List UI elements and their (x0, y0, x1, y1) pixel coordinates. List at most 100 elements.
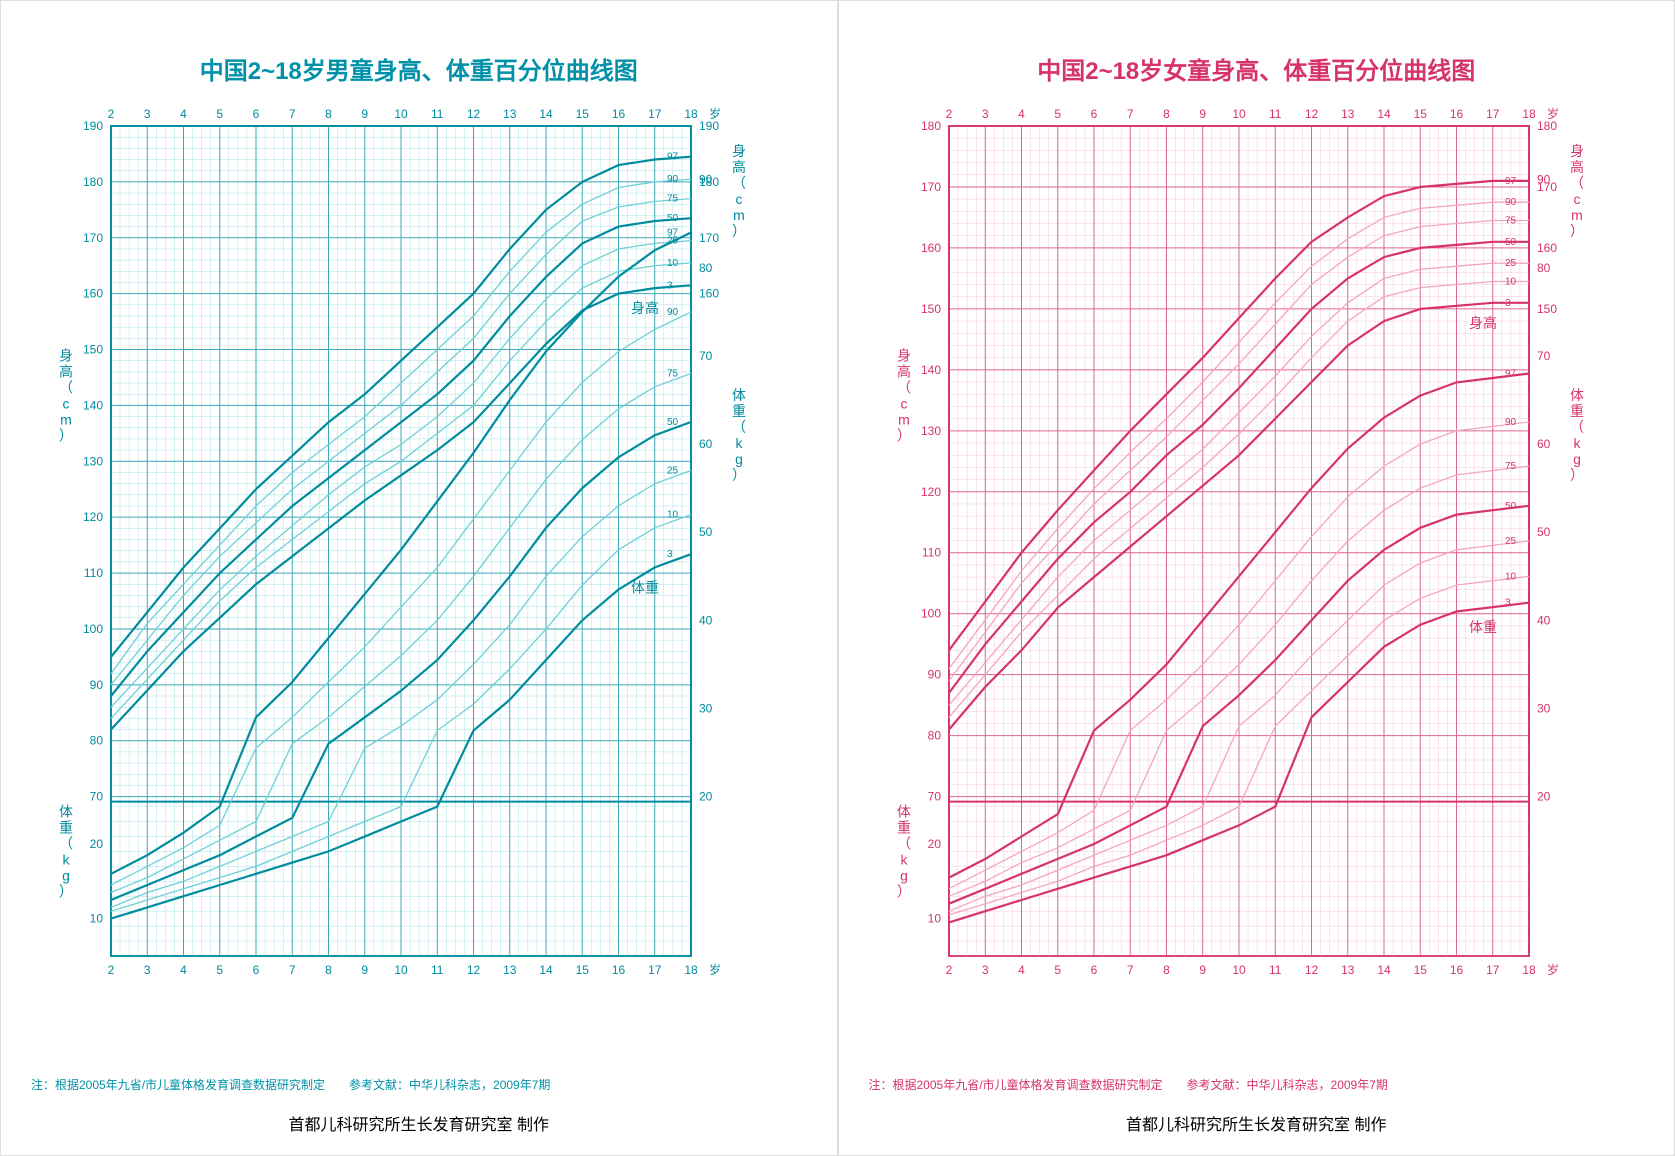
girls-footer: 注：根据2005年九省/市儿童体格发育调查数据研究制定 参考文献：中华儿科杂志，… (869, 1076, 1645, 1093)
svg-text:5: 5 (216, 107, 223, 121)
boys-panel: 中国2~18岁男童身高、体重百分位曲线图 2233445566778899101… (0, 0, 838, 1156)
svg-text:10: 10 (90, 912, 104, 926)
svg-text:7: 7 (289, 107, 296, 121)
svg-text:13: 13 (1341, 107, 1355, 121)
svg-text:k: k (63, 852, 71, 868)
boys-svg: 2233445566778899101011111212131314141515… (31, 96, 791, 1016)
svg-text:50: 50 (699, 525, 713, 539)
svg-text:97: 97 (667, 152, 679, 163)
girls-title: 中国2~18岁女童身高、体重百分位曲线图 (869, 51, 1645, 86)
svg-text:3: 3 (981, 963, 988, 977)
svg-text:身: 身 (1570, 143, 1584, 159)
svg-text:15: 15 (1413, 963, 1427, 977)
svg-text:180: 180 (920, 119, 940, 133)
svg-text:m: m (1571, 207, 1583, 223)
svg-text:身: 身 (897, 348, 911, 364)
svg-text:重: 重 (897, 820, 911, 836)
svg-text:g: g (735, 451, 743, 467)
svg-text:7: 7 (1126, 963, 1133, 977)
svg-text:8: 8 (1163, 963, 1170, 977)
svg-text:4: 4 (180, 107, 187, 121)
svg-text:15: 15 (576, 107, 590, 121)
svg-text:70: 70 (927, 790, 941, 804)
svg-text:160: 160 (920, 241, 940, 255)
svg-text:g: g (900, 868, 908, 884)
svg-text:12: 12 (1304, 963, 1318, 977)
svg-text:高: 高 (897, 364, 911, 380)
svg-text:70: 70 (699, 349, 713, 363)
svg-text:体重: 体重 (631, 579, 659, 595)
svg-text:10: 10 (927, 912, 941, 926)
svg-text:4: 4 (1018, 107, 1025, 121)
svg-text:70: 70 (1537, 349, 1551, 363)
svg-text:重: 重 (1570, 403, 1584, 419)
svg-text:2: 2 (108, 107, 115, 121)
svg-text:150: 150 (1537, 302, 1557, 316)
svg-text:g: g (1573, 451, 1581, 467)
svg-text:4: 4 (1018, 963, 1025, 977)
svg-text:）: ） (59, 428, 73, 444)
svg-text:高: 高 (732, 159, 746, 175)
svg-text:7: 7 (1126, 107, 1133, 121)
svg-text:m: m (60, 412, 72, 428)
svg-text:90: 90 (667, 174, 679, 185)
svg-text:97: 97 (1505, 369, 1517, 380)
svg-text:（: （ (732, 419, 746, 435)
svg-text:30: 30 (699, 701, 713, 715)
svg-text:3: 3 (667, 549, 673, 560)
svg-text:10: 10 (667, 258, 679, 269)
svg-text:10: 10 (394, 963, 408, 977)
svg-text:15: 15 (1413, 107, 1427, 121)
svg-text:90: 90 (1505, 417, 1517, 428)
svg-text:3: 3 (1505, 298, 1511, 309)
svg-text:130: 130 (920, 424, 940, 438)
svg-text:10: 10 (1505, 571, 1517, 582)
svg-text:m: m (733, 207, 745, 223)
svg-text:3: 3 (144, 963, 151, 977)
svg-text:6: 6 (1090, 107, 1097, 121)
svg-text:2: 2 (108, 963, 115, 977)
svg-text:50: 50 (1505, 237, 1517, 248)
svg-text:体重: 体重 (1469, 619, 1497, 635)
girls-svg: 2233445566778899101011111212131314141515… (869, 96, 1629, 1016)
svg-text:岁: 岁 (709, 962, 721, 977)
svg-text:11: 11 (1269, 963, 1282, 977)
svg-text:11: 11 (431, 963, 444, 977)
svg-text:140: 140 (83, 398, 103, 412)
svg-text:97: 97 (667, 228, 679, 239)
svg-text:10: 10 (394, 107, 408, 121)
svg-text:18: 18 (1522, 963, 1536, 977)
svg-text:75: 75 (1505, 215, 1517, 226)
boys-footer: 注：根据2005年九省/市儿童体格发育调查数据研究制定 参考文献：中华儿科杂志，… (31, 1076, 807, 1093)
svg-text:（: （ (59, 380, 73, 396)
svg-text:身高: 身高 (631, 300, 659, 316)
svg-text:体: 体 (1570, 387, 1584, 403)
svg-text:14: 14 (539, 963, 553, 977)
svg-text:90: 90 (927, 668, 941, 682)
svg-text:50: 50 (667, 417, 679, 428)
svg-text:10: 10 (1232, 107, 1246, 121)
svg-text:6: 6 (1090, 963, 1097, 977)
svg-text:8: 8 (325, 963, 332, 977)
svg-text:4: 4 (180, 963, 187, 977)
svg-text:190: 190 (83, 119, 103, 133)
svg-text:30: 30 (1537, 701, 1551, 715)
svg-text:6: 6 (253, 963, 260, 977)
svg-text:5: 5 (1054, 963, 1061, 977)
svg-text:身: 身 (59, 348, 73, 364)
svg-text:m: m (898, 412, 910, 428)
svg-text:14: 14 (1377, 963, 1391, 977)
svg-text:18: 18 (684, 963, 698, 977)
svg-text:180: 180 (83, 175, 103, 189)
svg-text:c: c (900, 396, 907, 412)
svg-text:13: 13 (503, 107, 517, 121)
svg-text:13: 13 (503, 963, 517, 977)
svg-text:90: 90 (1537, 173, 1551, 187)
svg-text:40: 40 (699, 613, 713, 627)
svg-text:c: c (63, 396, 70, 412)
svg-text:75: 75 (667, 194, 679, 205)
svg-text:15: 15 (576, 963, 590, 977)
svg-text:20: 20 (90, 837, 104, 851)
svg-text:重: 重 (732, 403, 746, 419)
svg-text:k: k (736, 435, 744, 451)
